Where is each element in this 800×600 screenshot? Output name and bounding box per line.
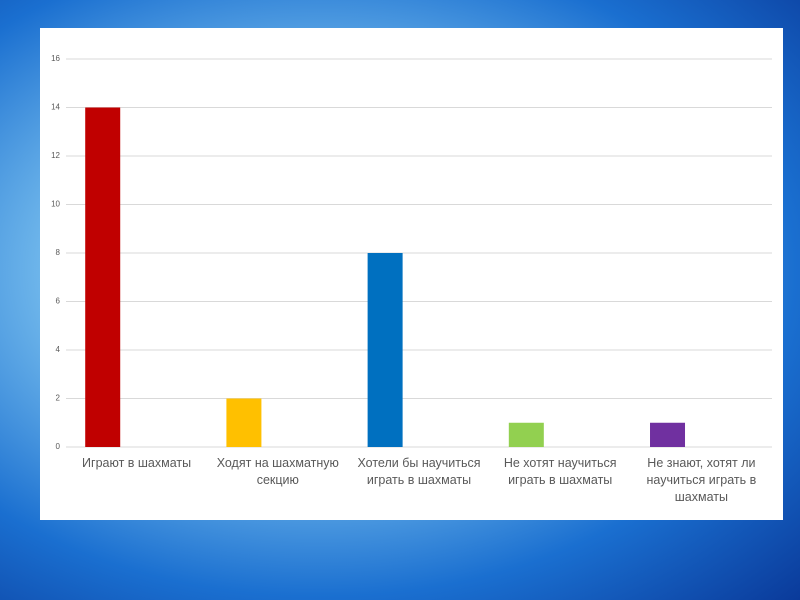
- y-tick-label: 14: [51, 103, 60, 112]
- x-tick-label: Играют в шахматы: [82, 456, 192, 470]
- x-tick-label: Хотели бы научиться играть в шахматы: [357, 456, 481, 487]
- y-tick-label: 2: [56, 394, 61, 403]
- bar: [367, 253, 403, 447]
- bar: [226, 398, 262, 447]
- y-tick-label: 4: [56, 345, 61, 354]
- bar: [650, 422, 686, 447]
- y-tick-label: 8: [56, 248, 61, 257]
- bar: [508, 422, 544, 447]
- y-tick-label: 0: [56, 442, 61, 451]
- x-tick-label: Ходят на шахматную секцию: [216, 456, 339, 487]
- y-tick-label: 12: [51, 151, 60, 160]
- y-tick-label: 16: [51, 54, 60, 63]
- x-tick-label: Не хотят научиться играть в шахматы: [503, 456, 617, 487]
- x-tick-label: Не знают, хотят ли научиться играть в ша…: [646, 456, 757, 504]
- y-tick-label: 10: [51, 200, 60, 209]
- bar: [85, 107, 121, 447]
- y-tick-label: 6: [56, 297, 61, 306]
